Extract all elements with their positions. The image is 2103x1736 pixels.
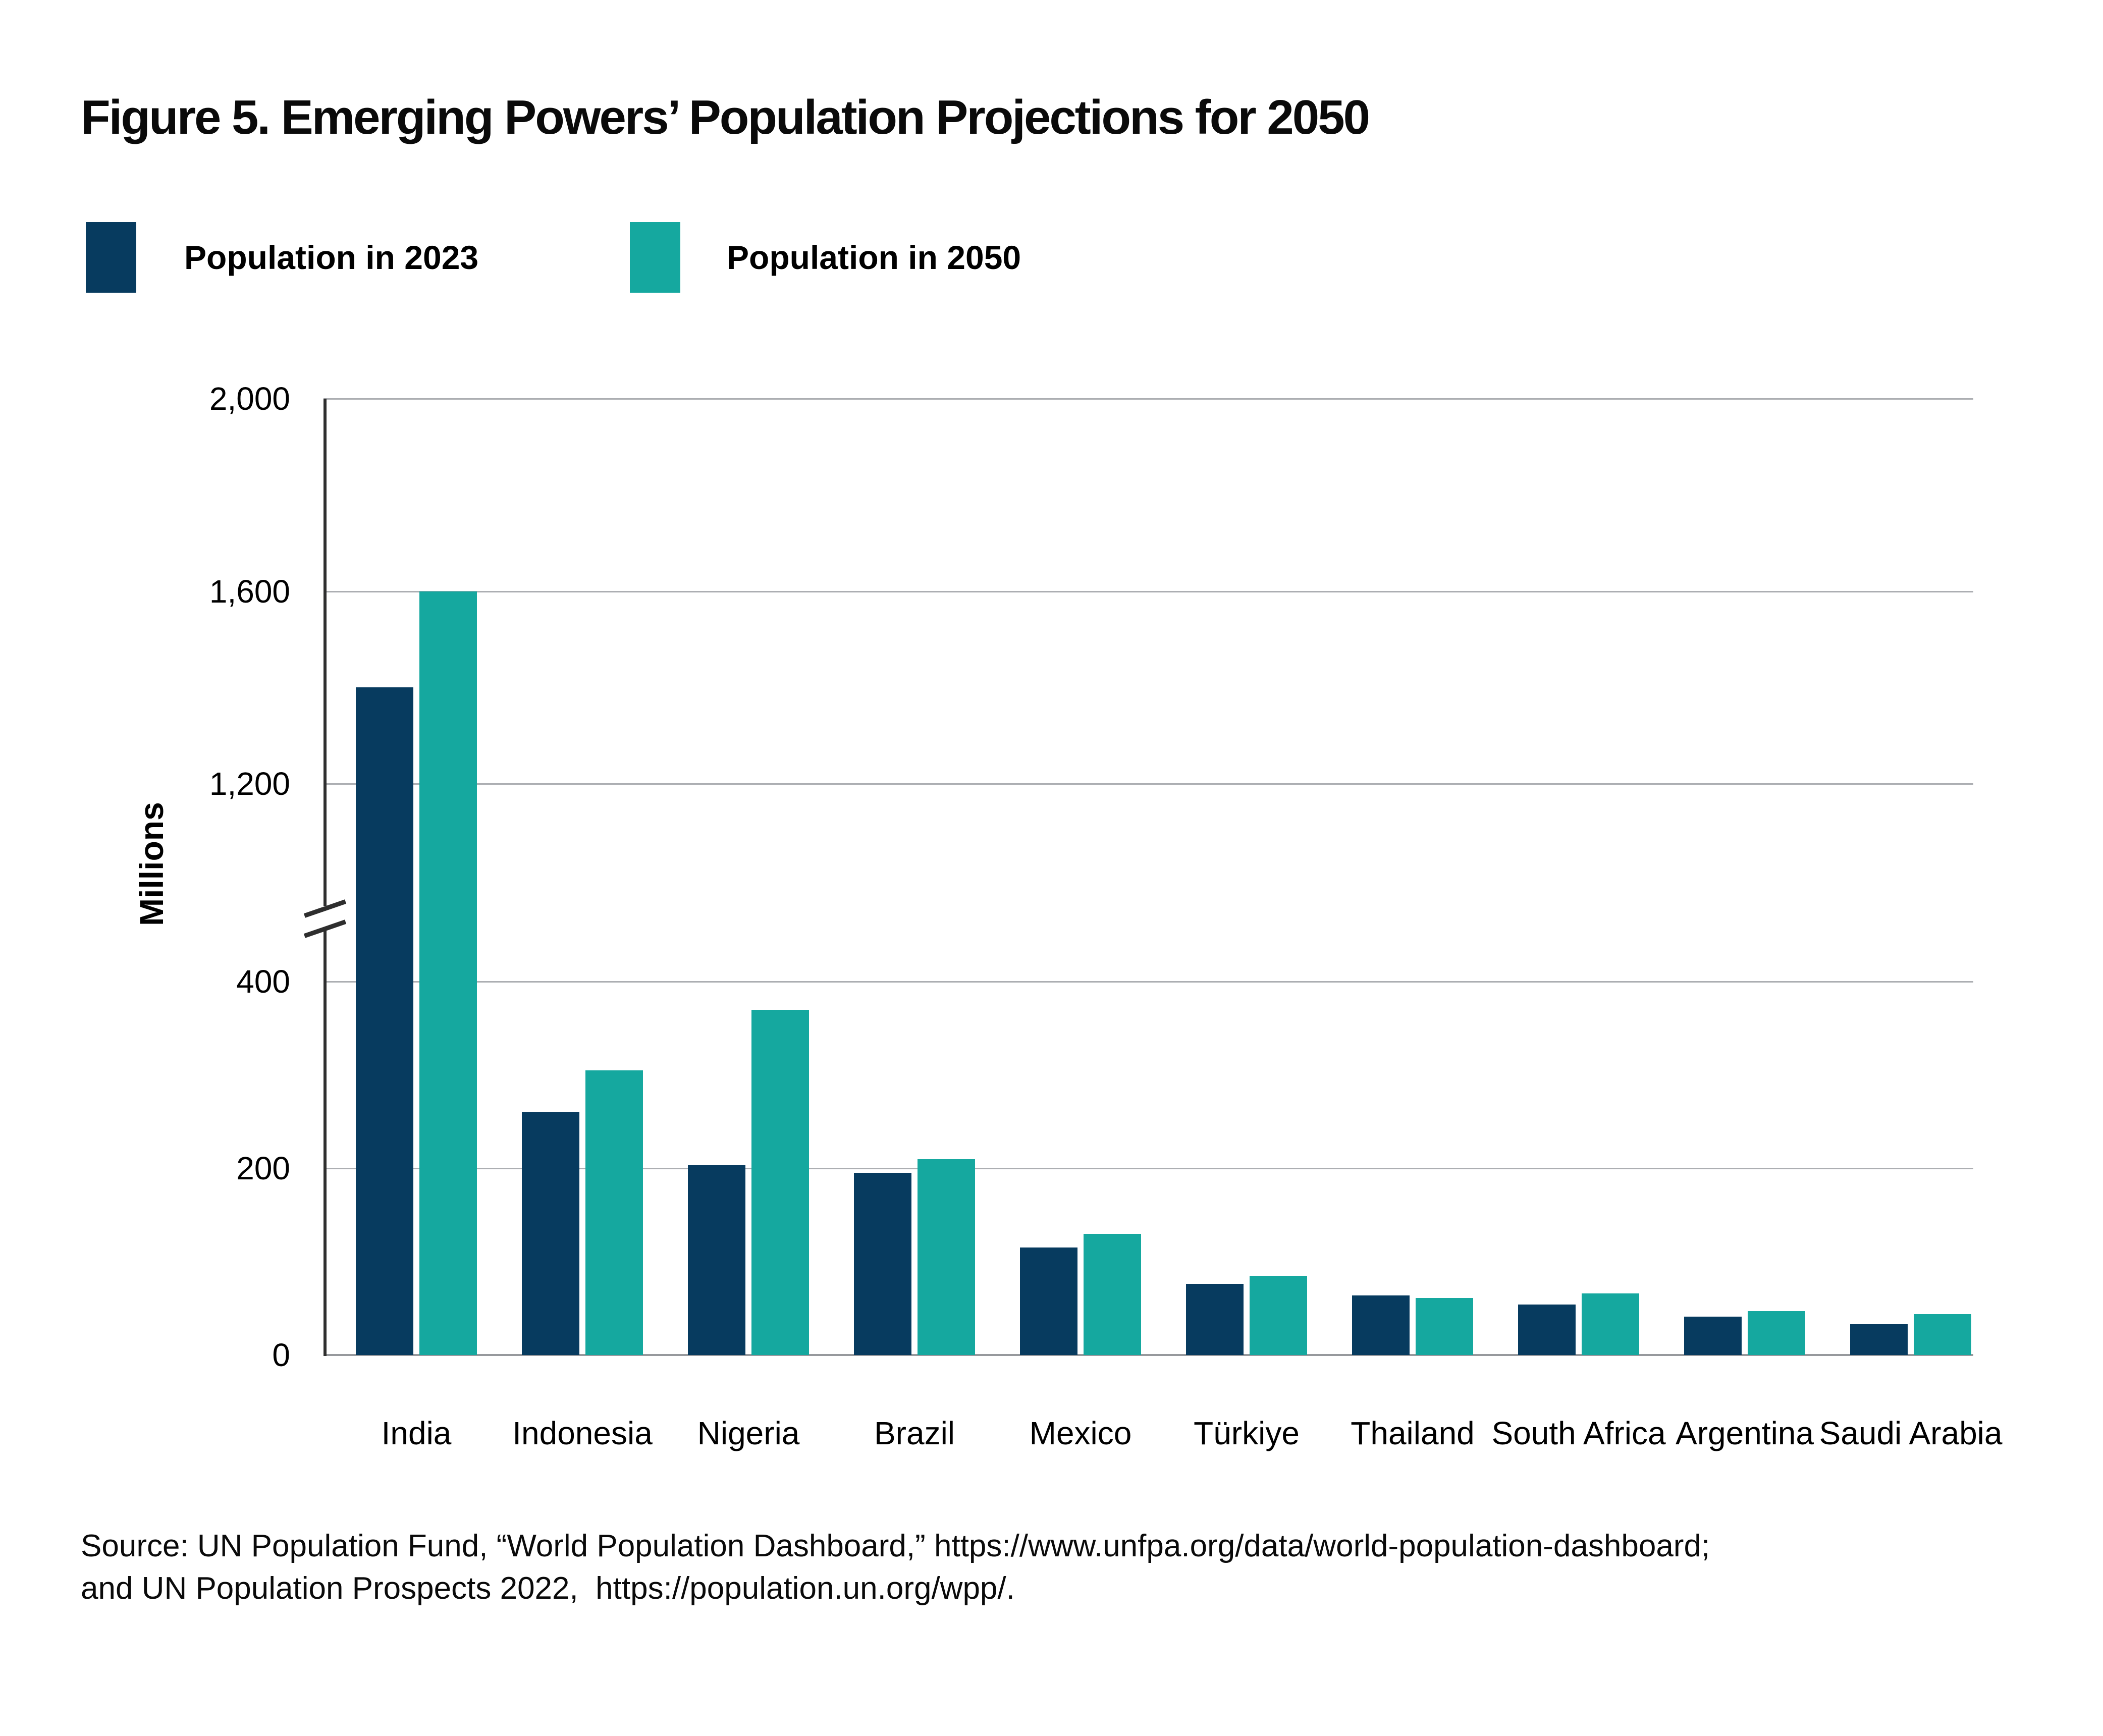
x-axis-label-india: India xyxy=(381,1415,452,1451)
figure-title: Figure 5. Emerging Powers’ Population Pr… xyxy=(81,90,1370,144)
bar-india-2050 xyxy=(419,591,477,1355)
legend-label-2023: Population in 2023 xyxy=(184,239,479,276)
gridline-2000 xyxy=(323,398,1973,400)
bar-saudi-arabia-2050 xyxy=(1914,1314,1971,1355)
x-axis-label-thailand: Thailand xyxy=(1351,1415,1475,1451)
gridline-200 xyxy=(323,1168,1973,1169)
bar-south-africa-2023 xyxy=(1518,1305,1576,1355)
source-line-2: and UN Population Prospects 2022, https:… xyxy=(81,1571,1015,1606)
gridline-400 xyxy=(323,981,1973,983)
x-axis-label-brazil: Brazil xyxy=(874,1415,955,1451)
bar-india-2023 xyxy=(356,687,413,1355)
legend-label-2050: Population in 2050 xyxy=(727,239,1021,276)
x-axis-label-indonesia: Indonesia xyxy=(512,1415,653,1451)
y-axis-line-lower xyxy=(323,929,327,1356)
x-axis-label-saudi-arabia: Saudi Arabia xyxy=(1819,1415,2003,1451)
y-tick-label-400: 400 xyxy=(236,963,290,1000)
y-tick-label-0: 0 xyxy=(272,1337,290,1373)
y-tick-label-200: 200 xyxy=(236,1150,290,1186)
x-axis-label-nigeria: Nigeria xyxy=(697,1415,800,1451)
bar-t-rkiye-2023 xyxy=(1186,1284,1244,1355)
x-axis-label-t-rkiye: Türkiye xyxy=(1194,1415,1300,1451)
bar-saudi-arabia-2023 xyxy=(1850,1324,1908,1355)
bar-thailand-2023 xyxy=(1352,1295,1410,1355)
x-axis-label-mexico: Mexico xyxy=(1029,1415,1132,1451)
bar-t-rkiye-2050 xyxy=(1250,1275,1307,1355)
bar-brazil-2023 xyxy=(854,1173,911,1355)
x-axis-label-argentina: Argentina xyxy=(1676,1415,1814,1451)
gridline-1600 xyxy=(323,590,1973,592)
bar-brazil-2050 xyxy=(918,1159,975,1355)
bar-argentina-2023 xyxy=(1684,1317,1742,1355)
y-tick-label-1600: 1,600 xyxy=(209,573,290,610)
legend-swatch-2050 xyxy=(630,222,680,293)
legend-swatch-2023 xyxy=(86,222,136,293)
bar-thailand-2050 xyxy=(1416,1298,1473,1355)
bar-argentina-2050 xyxy=(1748,1311,1805,1355)
x-axis-baseline xyxy=(323,1354,1973,1356)
bar-mexico-2050 xyxy=(1084,1233,1141,1355)
y-axis-line-upper xyxy=(323,399,327,906)
y-tick-label-1200: 1,200 xyxy=(209,766,290,802)
x-axis-label-south-africa: South Africa xyxy=(1491,1415,1666,1451)
y-tick-label-2000: 2,000 xyxy=(209,381,290,417)
bar-south-africa-2050 xyxy=(1582,1293,1639,1355)
source-line-1: Source: UN Population Fund, “World Popul… xyxy=(81,1529,1710,1563)
bar-indonesia-2023 xyxy=(522,1112,579,1355)
bar-nigeria-2050 xyxy=(751,1009,809,1355)
bar-mexico-2023 xyxy=(1020,1247,1077,1355)
gridline-1200 xyxy=(323,783,1973,785)
bar-nigeria-2023 xyxy=(688,1165,745,1355)
bar-indonesia-2050 xyxy=(585,1070,643,1355)
